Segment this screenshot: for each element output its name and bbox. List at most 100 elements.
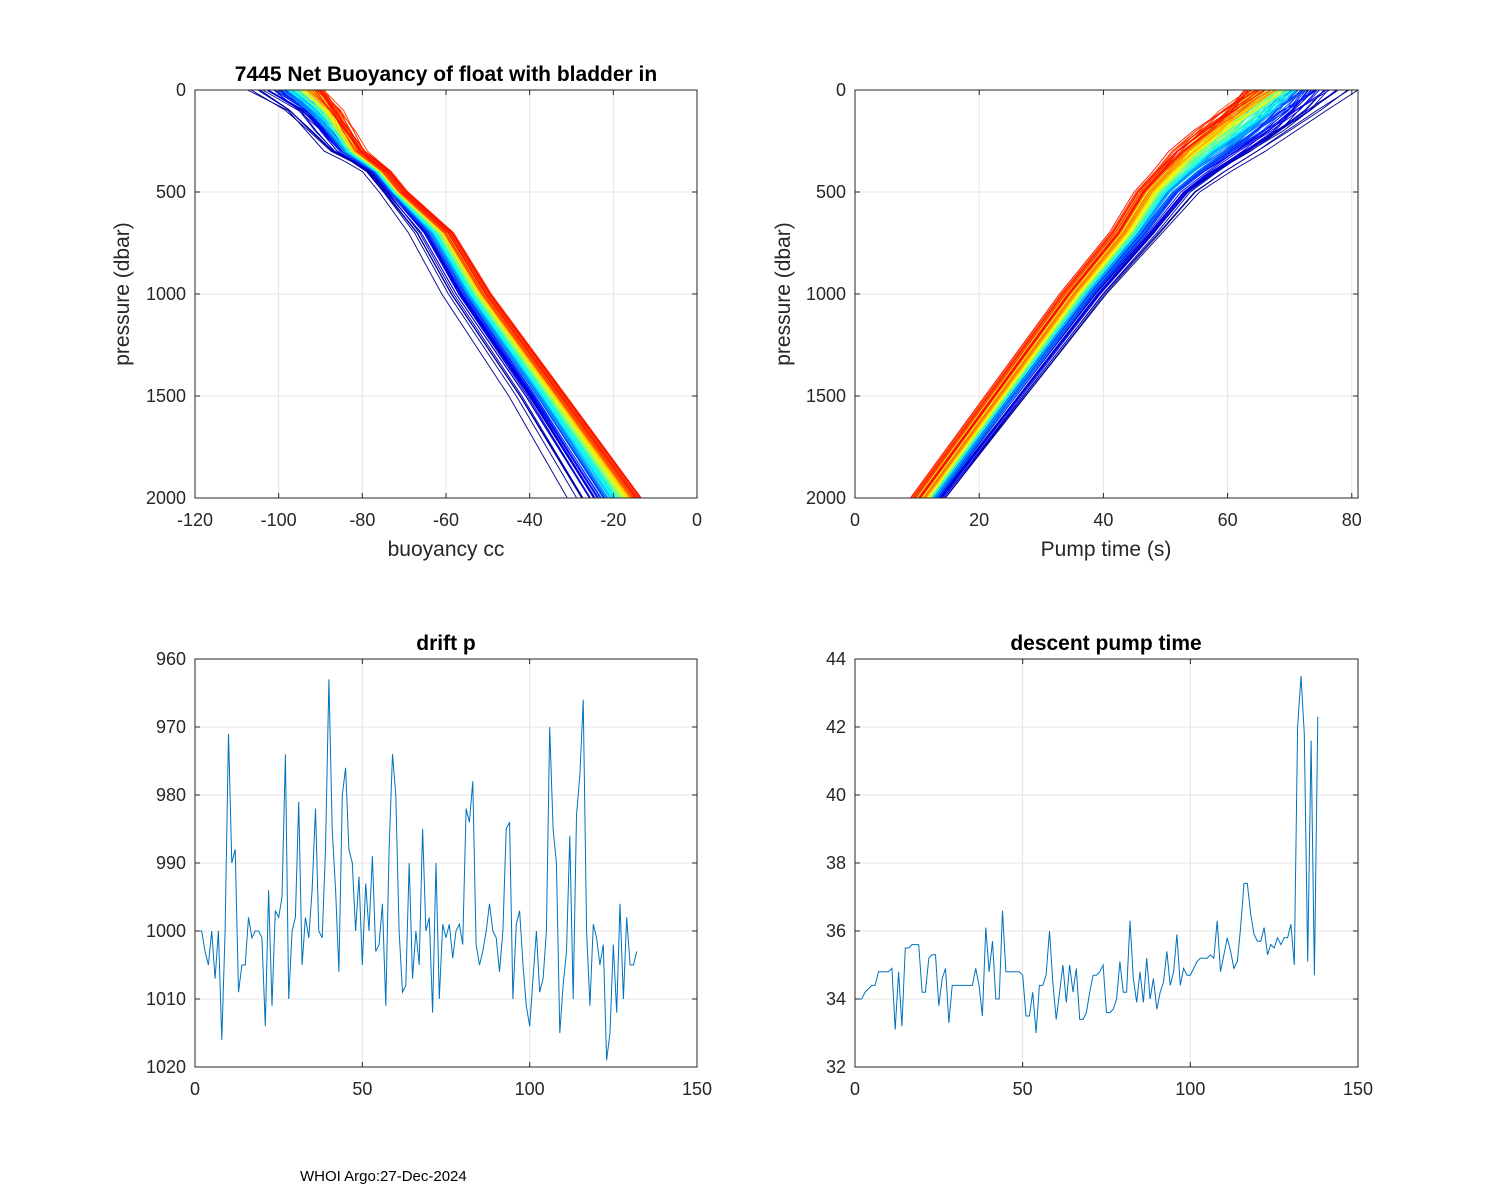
driftp-ticks: 0 50 100 150 960 970 980 990 1000 1010 1020 [146,649,712,1099]
driftp-ytick-label: 980 [156,785,186,805]
buoyancy-profile-line [266,89,591,499]
pumptime-profile-line [931,89,1280,499]
buoyancy-profile-line [279,89,595,499]
pumptime-profile-line [944,89,1359,499]
pumptime-profile-line [929,89,1281,499]
buoyancy-ticks: -120 -100 -80 -60 -40 -20 0 0 500 1000 1500 2000 [146,80,702,530]
buoyancy-xtick-label: -120 [177,510,213,530]
pumptime-profile-line [941,89,1320,499]
descent-pumptime-xtick-label: 150 [1343,1079,1373,1099]
driftp-ytick-label: 960 [156,649,186,669]
buoyancy-profile-line [316,89,642,499]
buoyancy-profile-line [247,89,568,499]
buoyancy-xlabel: buoyancy cc [388,538,505,561]
pumptime-profile-line [934,89,1293,499]
pumptime-profile-line [920,89,1250,499]
descent-pumptime-ytick-label: 42 [826,717,846,737]
buoyancy-title: 7445 Net Buoyancy of float with bladder … [235,63,657,86]
buoyancy-profile-line [320,89,634,499]
buoyancy-xtick-label: -60 [433,510,459,530]
pumptime-profile-line [930,89,1289,499]
pumptime-ytick-label: 500 [816,182,846,202]
pumptime-profile-line [925,89,1258,499]
descent-pumptime-ytick-label: 44 [826,649,846,669]
pumptime-ytick-label: 1500 [806,386,846,406]
pumptime-xtick-label: 40 [1093,510,1113,530]
descent-pumptime-ticks: 0 50 100 150 32 34 36 38 40 42 44 [826,649,1373,1099]
buoyancy-profile-line [257,89,584,499]
descent-pumptime-ytick-label: 40 [826,785,846,805]
buoyancy-ytick-label: 2000 [146,488,186,508]
driftp-ytick-label: 1020 [146,1057,186,1077]
footer-label: WHOI Argo:27-Dec-2024 [300,1168,467,1185]
pumptime-profile-line [926,89,1262,499]
driftp-series [198,679,638,1061]
buoyancy-profile-lines [247,89,642,499]
buoyancy-profile-line [312,89,627,499]
pumptime-profile-line [942,89,1330,499]
driftp-line [198,679,638,1061]
driftp-xtick-label: 0 [190,1079,200,1099]
pumptime-profile-line [919,89,1266,499]
pumptime-profile-line [938,89,1302,499]
pumptime-ticks: 0 20 40 60 80 0 500 1000 1500 2000 [806,80,1362,530]
buoyancy-profile-line [283,89,600,499]
pumptime-profile-line [936,89,1296,499]
buoyancy-profile-line [314,89,637,499]
descent-pumptime-xtick-label: 100 [1175,1079,1205,1099]
driftp-xtick-label: 100 [515,1079,545,1099]
pumptime-xtick-label: 0 [850,510,860,530]
descent-pumptime-ytick-label: 38 [826,853,846,873]
driftp-chart: 0 50 100 150 960 970 980 990 1000 1010 1020 drift … [146,632,712,1099]
buoyancy-xtick-label: -40 [517,510,543,530]
pumptime-ytick-label: 1000 [806,284,846,304]
descent-pumptime-title: descent pump time [1010,632,1201,655]
pumptime-xtick-label: 60 [1218,510,1238,530]
pumptime-profile-line [932,89,1295,499]
pumptime-profile-line [944,89,1337,499]
driftp-title: drift p [416,632,475,655]
driftp-xtick-label: 50 [352,1079,372,1099]
buoyancy-ytick-label: 1500 [146,386,186,406]
descent-pumptime-xtick-label: 50 [1013,1079,1033,1099]
pumptime-xtick-label: 80 [1342,510,1362,530]
pumptime-profile-lines [910,89,1359,499]
driftp-ytick-label: 970 [156,717,186,737]
buoyancy-profile-line [266,89,584,499]
buoyancy-profile-line [319,89,639,499]
pumptime-xtick-label: 20 [969,510,989,530]
pumptime-profile-line [910,89,1256,499]
buoyancy-xtick-label: -80 [349,510,375,530]
buoyancy-profile-line [318,89,641,499]
buoyancy-ytick-label: 1000 [146,284,186,304]
buoyancy-ylabel: pressure (dbar) [111,222,134,366]
pumptime-ytick-label: 0 [836,80,846,100]
buoyancy-xtick-label: -100 [261,510,297,530]
pumptime-profile-line [927,89,1282,499]
descent-pumptime-chart: 0 50 100 150 32 34 36 38 40 42 44 descent pump tim… [826,632,1373,1099]
pumptime-ytick-label: 2000 [806,488,846,508]
descent-pumptime-series [858,675,1319,1034]
buoyancy-chart: -120 -100 -80 -60 -40 -20 0 0 500 1000 1500 2000 74… [111,63,702,561]
pumptime-profile-line [923,89,1272,499]
driftp-ytick-label: 1010 [146,989,186,1009]
driftp-ytick-label: 1000 [146,921,186,941]
driftp-xtick-label: 150 [682,1079,712,1099]
pumptime-profile-line [945,89,1348,499]
descent-pumptime-xtick-label: 0 [850,1079,860,1099]
buoyancy-xtick-label: -20 [600,510,626,530]
descent-pumptime-ytick-label: 32 [826,1057,846,1077]
pumptime-profile-line [915,89,1259,499]
descent-pumptime-ytick-label: 34 [826,989,846,1009]
pumptime-ylabel: pressure (dbar) [772,222,795,366]
buoyancy-ytick-label: 500 [156,182,186,202]
descent-pumptime-line [858,675,1319,1034]
descent-pumptime-ytick-label: 36 [826,921,846,941]
driftp-ytick-label: 990 [156,853,186,873]
buoyancy-xtick-label: 0 [692,510,702,530]
pumptime-xlabel: Pump time (s) [1041,538,1172,561]
pumptime-profile-line [911,89,1259,499]
buoyancy-ytick-label: 0 [176,80,186,100]
